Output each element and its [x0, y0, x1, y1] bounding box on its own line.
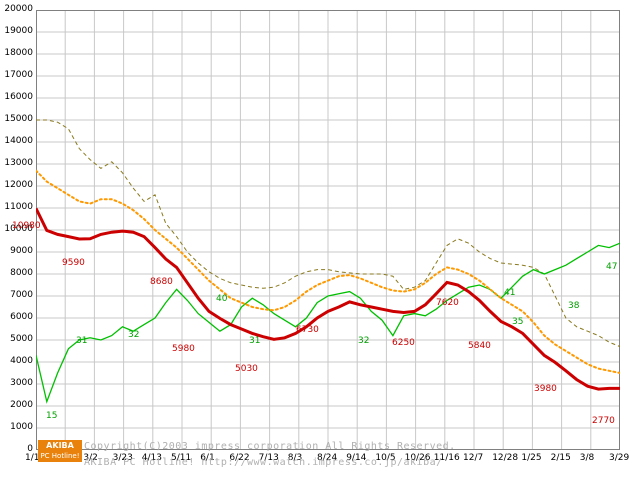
y-tick-label: 18000	[4, 48, 33, 58]
chart-svg	[36, 10, 620, 450]
plot-area	[36, 10, 620, 450]
x-tick-label: 10/5	[375, 453, 396, 463]
x-tick-label: 5/11	[171, 453, 192, 463]
x-tick-label: 6/22	[229, 453, 250, 463]
y-tick-label: 19000	[4, 26, 33, 36]
count-value-label: 32	[358, 336, 370, 346]
price-value-label: 5980	[172, 344, 195, 354]
y-tick-label: 17000	[4, 70, 33, 80]
x-tick-label: 3/8	[579, 453, 595, 463]
x-tick-label: 1/25	[521, 453, 542, 463]
price-value-label: 6730	[296, 325, 319, 335]
y-tick-label: 8000	[10, 268, 33, 278]
x-tick-label: 1/19	[25, 453, 46, 463]
x-tick-label: 4/13	[141, 453, 163, 463]
count-value-label: 47	[606, 262, 618, 272]
akiba-logo: AKIBA PC Hotline!	[38, 440, 82, 462]
count-value-label: 35	[512, 317, 524, 327]
y-tick-label: 0	[27, 444, 33, 454]
x-tick-label: 3/2	[83, 453, 98, 463]
y-tick-label: 2000	[10, 400, 33, 410]
y-tick-label: 6000	[10, 312, 33, 322]
count-value-label: 31	[249, 336, 261, 346]
price-value-label: 8680	[150, 277, 173, 287]
site-url-text: AKIBA PC Hotline! http://www.watch.impre…	[84, 457, 443, 468]
price-value-label: 5840	[468, 341, 491, 351]
x-tick-label: 8/3	[287, 453, 303, 463]
price-value-label: 9590	[62, 258, 85, 268]
copyright-text: Copyright(C)2003 impress corporation All…	[84, 441, 456, 452]
green-count-line	[36, 242, 620, 404]
y-tick-label: 11000	[4, 202, 33, 212]
red-price-line	[36, 207, 620, 391]
price-value-label: 10980	[12, 221, 41, 231]
price-value-label: 6250	[392, 338, 415, 348]
x-tick-label: 11/16	[433, 453, 460, 463]
dark-yellow-dashed-line	[36, 119, 620, 348]
count-value-label: 31	[76, 336, 88, 346]
x-tick-label: 3/29	[609, 453, 630, 463]
y-tick-label: 16000	[4, 92, 33, 102]
y-tick-label: 7000	[10, 290, 33, 300]
y-tick-label: 10000	[4, 224, 33, 234]
x-tick-label: 12/28	[492, 453, 519, 463]
count-value-label: 41	[504, 288, 516, 298]
count-value-label: 38	[568, 301, 580, 311]
akiba-logo-line2: PC Hotline!	[38, 451, 82, 462]
y-tick-label: 1000	[10, 422, 33, 432]
y-tick-label: 12000	[4, 180, 33, 190]
y-tick-label: 5000	[10, 334, 33, 344]
count-value-label: 40	[216, 294, 228, 304]
akiba-logo-line1: AKIBA	[38, 440, 82, 451]
price-value-label: 7620	[436, 298, 459, 308]
price-value-label: 2770	[592, 416, 615, 426]
price-value-label: 3980	[534, 384, 557, 394]
x-tick-label: 2/15	[550, 453, 571, 463]
x-tick-label: 3/23	[112, 453, 133, 463]
x-tick-label: 6/1	[200, 453, 215, 463]
y-tick-label: 13000	[4, 158, 33, 168]
x-tick-label: 12/7	[463, 453, 484, 463]
price-value-label: 5030	[235, 364, 258, 374]
count-value-label: 32	[128, 330, 140, 340]
x-tick-label: 10/26	[404, 453, 431, 463]
x-tick-label: 9/14	[346, 453, 367, 463]
y-tick-label: 4000	[10, 356, 33, 366]
count-value-label: 15	[46, 411, 58, 421]
y-tick-label: 14000	[4, 136, 33, 146]
x-tick-label: 8/24	[317, 453, 338, 463]
y-tick-label: 3000	[10, 378, 33, 388]
y-tick-label: 20000	[4, 4, 33, 14]
x-tick-label: 7/13	[258, 453, 279, 463]
y-tick-label: 9000	[10, 246, 33, 256]
y-tick-label: 15000	[4, 114, 33, 124]
orange-dotted-line	[36, 169, 620, 374]
